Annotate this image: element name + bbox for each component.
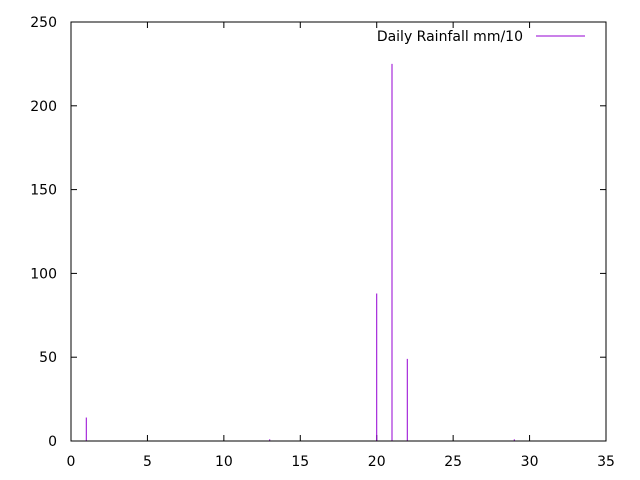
x-tick-label: 0 [67,454,76,470]
legend: Daily Rainfall mm/10 [377,29,585,45]
x-tick-label: 20 [368,454,386,470]
x-tick-label: 30 [521,454,539,470]
plot-frame [70,21,607,442]
x-tick-label: 15 [291,454,309,470]
x-tick-label: 25 [444,454,462,470]
legend-label: Daily Rainfall mm/10 [377,29,523,45]
y-tick-label: 0 [48,434,57,450]
y-axis: 0 50 100 150 200 250 [30,15,606,450]
y-tick-label: 150 [30,183,57,199]
x-axis: 0 5 10 15 20 25 30 35 [67,22,615,470]
y-tick-label: 100 [30,266,57,282]
y-tick-label: 200 [30,99,57,115]
y-tick-label: 250 [30,15,57,31]
x-tick-label: 5 [143,454,152,470]
series-impulses [85,63,515,441]
y-tick-label: 50 [39,350,57,366]
x-tick-label: 35 [597,454,615,470]
x-tick-label: 10 [215,454,233,470]
